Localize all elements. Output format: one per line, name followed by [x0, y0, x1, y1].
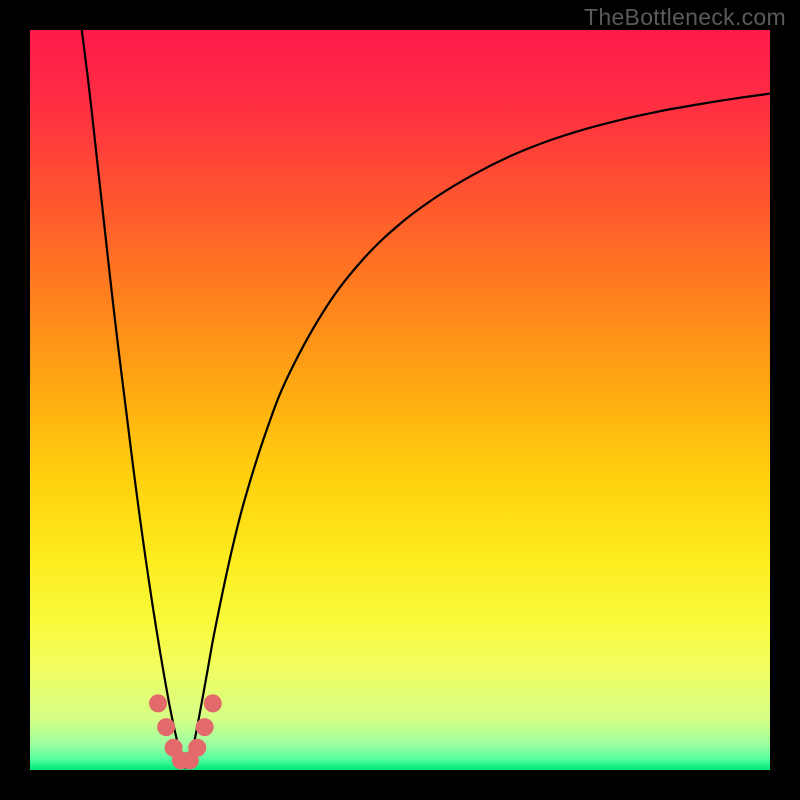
- watermark-text: TheBottleneck.com: [584, 4, 786, 31]
- data-marker: [204, 695, 221, 712]
- data-marker: [189, 739, 206, 756]
- data-marker: [150, 695, 167, 712]
- data-marker: [158, 719, 175, 736]
- gradient-background: [30, 30, 770, 770]
- plot-area: [30, 30, 770, 770]
- data-marker: [196, 719, 213, 736]
- bottleneck-chart: [30, 30, 770, 770]
